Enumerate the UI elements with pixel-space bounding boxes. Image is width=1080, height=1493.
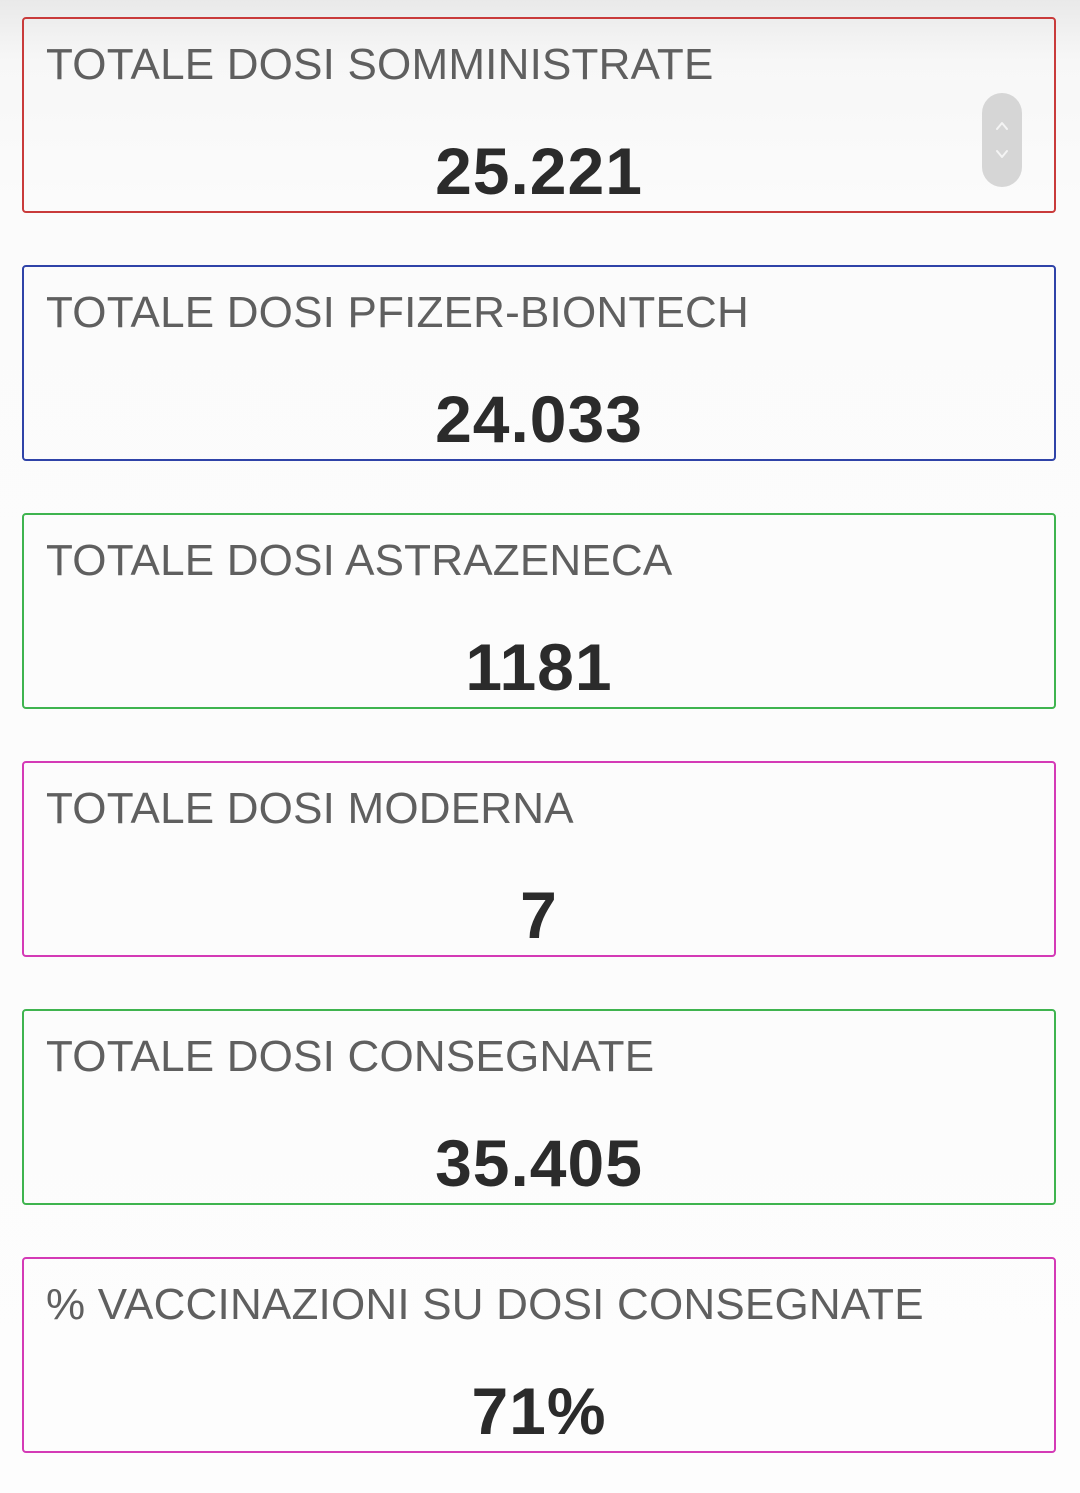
stat-card-vaccination-percentage: % VACCINAZIONI SU DOSI CONSEGNATE 71% [22, 1257, 1056, 1453]
stat-value: 1181 [465, 630, 613, 704]
stat-value: 24.033 [435, 382, 643, 456]
stat-value: 25.221 [435, 134, 643, 208]
stat-card-total-administered: TOTALE DOSI SOMMINISTRATE 25.221 [22, 17, 1056, 213]
stat-label: TOTALE DOSI CONSEGNATE [46, 1032, 655, 1081]
scroll-control[interactable] [982, 93, 1022, 187]
stat-value: 7 [520, 878, 558, 952]
stat-label: TOTALE DOSI PFIZER-BIONTECH [46, 288, 749, 337]
chevron-up-icon[interactable] [995, 119, 1009, 133]
stat-label: TOTALE DOSI MODERNA [46, 784, 574, 833]
stat-label: TOTALE DOSI SOMMINISTRATE [46, 40, 714, 89]
stat-value: 71% [471, 1374, 607, 1448]
stat-label: TOTALE DOSI ASTRAZENECA [46, 536, 673, 585]
stat-value: 35.405 [435, 1126, 643, 1200]
stat-card-pfizer-biontech: TOTALE DOSI PFIZER-BIONTECH 24.033 [22, 265, 1056, 461]
stat-card-delivered: TOTALE DOSI CONSEGNATE 35.405 [22, 1009, 1056, 1205]
stat-label: % VACCINAZIONI SU DOSI CONSEGNATE [46, 1280, 924, 1329]
chevron-down-icon[interactable] [995, 147, 1009, 161]
stat-card-astrazeneca: TOTALE DOSI ASTRAZENECA 1181 [22, 513, 1056, 709]
stat-card-moderna: TOTALE DOSI MODERNA 7 [22, 761, 1056, 957]
